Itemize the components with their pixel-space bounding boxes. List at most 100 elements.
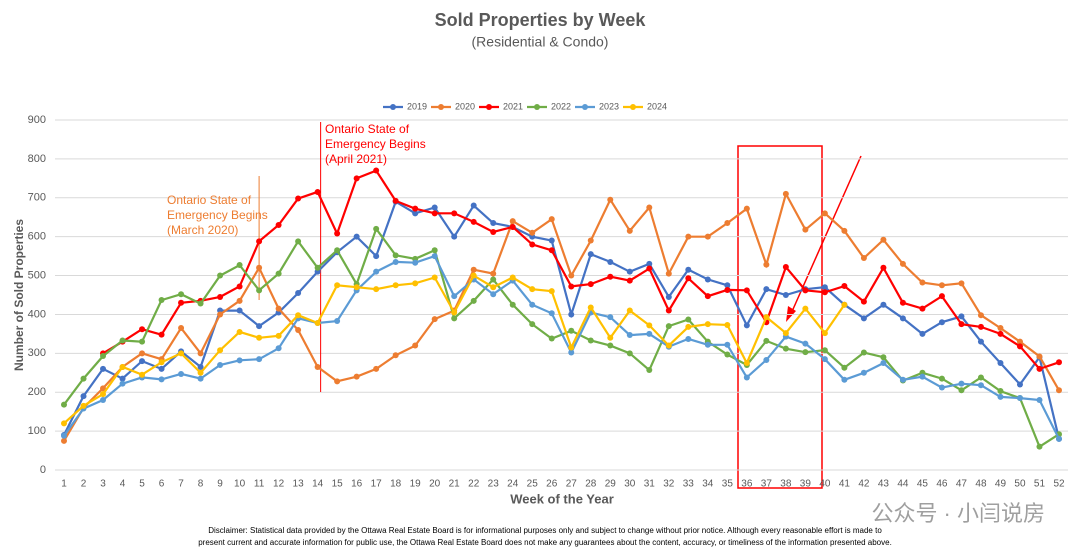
data-point bbox=[431, 316, 438, 323]
data-point bbox=[548, 216, 555, 223]
data-point bbox=[256, 334, 263, 341]
legend-marker bbox=[534, 104, 540, 110]
x-tick-label: 22 bbox=[468, 479, 480, 490]
data-point bbox=[451, 309, 458, 316]
x-tick-label: 18 bbox=[390, 479, 402, 490]
data-point bbox=[353, 233, 360, 240]
data-point bbox=[80, 393, 87, 400]
data-point bbox=[509, 223, 516, 230]
data-point bbox=[295, 238, 302, 245]
data-point bbox=[958, 280, 965, 287]
x-tick-label: 6 bbox=[159, 479, 165, 490]
data-point bbox=[802, 349, 809, 356]
data-point bbox=[626, 307, 633, 314]
data-point bbox=[334, 378, 341, 385]
y-tick-label: 800 bbox=[28, 153, 46, 165]
data-point bbox=[451, 315, 458, 322]
data-point bbox=[373, 225, 380, 232]
data-point bbox=[763, 286, 770, 293]
data-point bbox=[197, 363, 204, 370]
disclaimer: present current and accurate information… bbox=[198, 538, 892, 547]
data-point bbox=[490, 291, 497, 298]
data-point bbox=[373, 365, 380, 372]
data-point bbox=[236, 283, 243, 290]
x-tick-label: 21 bbox=[449, 479, 461, 490]
data-point bbox=[61, 437, 67, 444]
data-point bbox=[412, 205, 419, 212]
data-point bbox=[626, 227, 633, 234]
data-point bbox=[997, 330, 1004, 337]
data-point bbox=[548, 237, 555, 244]
data-point bbox=[509, 301, 516, 308]
x-tick-label: 46 bbox=[936, 479, 948, 490]
x-tick-label: 48 bbox=[975, 479, 987, 490]
data-point bbox=[334, 318, 341, 325]
data-point bbox=[977, 323, 984, 330]
data-point bbox=[587, 281, 594, 288]
data-point bbox=[217, 272, 224, 279]
data-point bbox=[275, 345, 282, 352]
data-point bbox=[685, 323, 692, 330]
data-point bbox=[548, 335, 555, 342]
x-tick-label: 44 bbox=[897, 479, 909, 490]
y-tick-label: 700 bbox=[28, 192, 46, 204]
data-point bbox=[412, 280, 419, 287]
data-point bbox=[61, 432, 67, 439]
data-point bbox=[587, 337, 594, 344]
data-point bbox=[841, 364, 848, 371]
data-point bbox=[529, 241, 536, 248]
x-tick-label: 2 bbox=[81, 479, 87, 490]
data-point bbox=[100, 397, 107, 403]
data-point bbox=[373, 268, 380, 275]
x-tick-label: 33 bbox=[683, 479, 695, 490]
data-point bbox=[997, 325, 1004, 332]
data-point bbox=[958, 321, 965, 328]
data-point bbox=[704, 276, 711, 283]
data-point bbox=[899, 260, 906, 267]
data-point bbox=[977, 374, 984, 381]
x-tick-label: 31 bbox=[644, 479, 656, 490]
data-point bbox=[763, 261, 770, 268]
annotation: (March 2020) bbox=[167, 223, 238, 237]
data-point bbox=[724, 321, 731, 328]
data-point bbox=[275, 222, 282, 228]
data-point bbox=[607, 273, 614, 280]
data-point bbox=[977, 338, 984, 345]
data-point bbox=[334, 247, 341, 254]
x-tick-label: 9 bbox=[217, 479, 223, 490]
x-tick-label: 52 bbox=[1053, 479, 1065, 490]
data-point bbox=[373, 253, 380, 260]
data-point bbox=[217, 293, 224, 300]
data-point bbox=[119, 363, 126, 370]
data-point bbox=[743, 205, 750, 212]
data-point bbox=[470, 202, 477, 209]
data-point bbox=[958, 387, 965, 394]
data-point bbox=[587, 237, 594, 244]
data-point bbox=[490, 229, 497, 235]
data-point bbox=[412, 342, 419, 349]
data-point bbox=[919, 330, 926, 337]
data-point bbox=[295, 312, 302, 319]
data-point bbox=[704, 233, 711, 240]
x-tick-label: 11 bbox=[254, 479, 265, 490]
data-point bbox=[997, 388, 1004, 395]
data-point bbox=[938, 319, 945, 326]
data-point bbox=[256, 356, 263, 363]
y-axis-label: Number of Sold Properties bbox=[12, 219, 26, 371]
x-tick-label: 36 bbox=[741, 479, 753, 490]
x-tick-label: 50 bbox=[1014, 479, 1026, 490]
data-point bbox=[178, 350, 185, 357]
data-point bbox=[763, 337, 770, 344]
x-tick-label: 17 bbox=[371, 479, 383, 490]
data-point bbox=[275, 332, 282, 339]
data-point bbox=[782, 264, 789, 270]
data-point bbox=[451, 233, 458, 240]
data-point bbox=[880, 354, 887, 361]
y-tick-label: 400 bbox=[28, 308, 46, 320]
data-point bbox=[373, 167, 380, 174]
data-point bbox=[236, 297, 243, 304]
data-point bbox=[860, 369, 867, 376]
x-tick-label: 41 bbox=[839, 479, 851, 490]
data-point bbox=[899, 376, 906, 383]
data-point bbox=[646, 322, 653, 329]
